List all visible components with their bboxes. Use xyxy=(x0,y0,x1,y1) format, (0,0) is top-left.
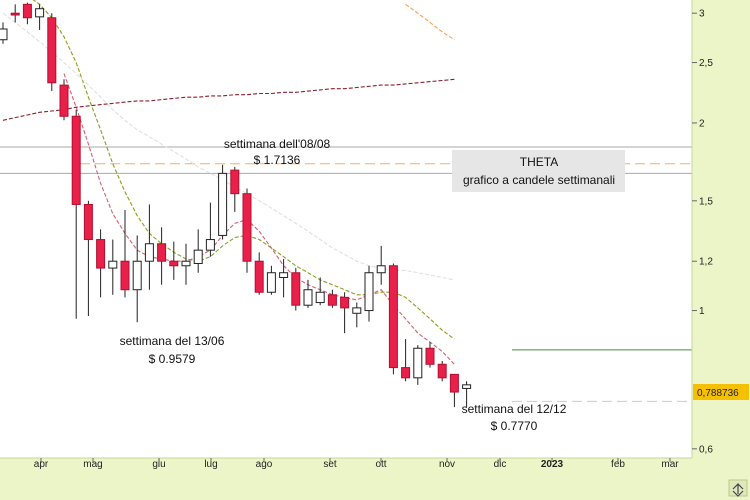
x-tick-label-10: feb xyxy=(611,459,625,470)
candle-body-4 xyxy=(47,17,57,84)
candle-body-21 xyxy=(254,260,264,293)
x-tick-label-0: apr xyxy=(34,459,49,470)
y-tick-label-4: 2 xyxy=(699,118,705,129)
candle-body-2 xyxy=(22,3,32,19)
y-tick-label-3: 1,5 xyxy=(699,196,713,207)
annotations: settimana dell'08/08 $ 1.7136 settimana … xyxy=(120,137,567,433)
corner-buttons xyxy=(728,479,748,497)
last-price-marker: 0,788736 xyxy=(693,384,749,400)
x-tick-label-11: mar xyxy=(661,459,679,470)
x-tick-label-5: set xyxy=(323,459,337,470)
candle-body-5 xyxy=(59,84,69,117)
candle-body-19 xyxy=(230,169,240,195)
candle-body-10 xyxy=(120,260,130,291)
y-tick-label-1: 1 xyxy=(699,306,705,317)
legend-background xyxy=(452,150,625,192)
candle-body-6 xyxy=(71,115,81,205)
candle-body-35 xyxy=(425,347,435,365)
candle-body-9 xyxy=(108,260,118,269)
candles xyxy=(0,2,472,408)
candle-body-16 xyxy=(193,249,203,264)
candle-body-11 xyxy=(132,260,142,291)
y-axis-background xyxy=(692,0,750,458)
moving-average-4 xyxy=(2,78,455,121)
y-tick-label-2: 1,2 xyxy=(699,257,713,268)
x-axis-background xyxy=(0,458,750,500)
y-tick-label-0: 0,6 xyxy=(699,444,713,455)
x-tick-label-8: dic xyxy=(494,459,507,470)
candle-body-34 xyxy=(413,347,423,379)
candle-body-12 xyxy=(144,243,154,262)
candle-body-0 xyxy=(0,28,8,41)
annotation-low-date: settimana del 13/06 xyxy=(120,334,225,348)
candle-body-3 xyxy=(35,8,45,18)
annotation-high-price: $ 1.7136 xyxy=(254,153,301,167)
y-tick-label-6: 3 xyxy=(699,9,705,20)
candle-body-31 xyxy=(376,265,386,274)
y-tick-label-5: 2,5 xyxy=(699,58,713,69)
candle-body-30 xyxy=(364,272,374,312)
x-tick-label-9: 2023 xyxy=(541,459,564,470)
candle-body-25 xyxy=(303,289,313,306)
x-tick-label-3: lug xyxy=(204,459,217,470)
x-axis-ticks: apr mag giu lug ago set ott nov dic 2023 feb mar xyxy=(34,458,679,470)
legend-box: THETA grafico a candele settimanali xyxy=(452,150,625,192)
chart-title: THETA xyxy=(520,155,558,169)
moving-average-3 xyxy=(405,3,455,41)
x-tick-label-2: giu xyxy=(152,459,165,470)
vertical-resize-icon xyxy=(732,483,744,497)
annotation-last-price: $ 0.7770 xyxy=(491,419,538,433)
candle-body-38 xyxy=(462,384,472,389)
candle-body-37 xyxy=(449,373,459,393)
annotation-high-date: settimana dell'08/08 xyxy=(224,137,331,151)
candle-body-1 xyxy=(10,12,20,16)
annotation-low-price: $ 0.9579 xyxy=(149,352,196,366)
x-tick-label-1: mag xyxy=(83,459,102,470)
moving-average-0 xyxy=(32,0,455,340)
candle-body-28 xyxy=(340,296,350,309)
y-axis-ticks: 0,6 1 1,2 1,5 2 2,5 3 xyxy=(692,9,713,455)
annotation-last-date: settimana del 12/12 xyxy=(462,402,567,416)
candle-body-29 xyxy=(352,307,362,314)
candle-body-20 xyxy=(242,193,252,262)
x-tick-label-4: ago xyxy=(256,459,273,470)
candle-body-8 xyxy=(96,239,106,269)
candle-body-14 xyxy=(169,260,179,267)
y-axis-panel xyxy=(691,0,750,458)
candle-body-33 xyxy=(401,367,411,379)
candle-body-13 xyxy=(157,243,167,262)
candle-body-36 xyxy=(437,363,447,379)
x-axis-panel xyxy=(0,457,750,500)
last-price-box xyxy=(693,384,749,400)
x-tick-label-7: nov xyxy=(439,459,455,470)
last-price-label: 0,788736 xyxy=(697,388,739,399)
candle-body-17 xyxy=(205,239,215,251)
candle-body-22 xyxy=(266,272,276,293)
chart-subtitle: grafico a candele settimanali xyxy=(463,173,615,187)
candle-body-32 xyxy=(388,265,398,369)
candle-body-15 xyxy=(181,260,191,267)
candle-body-7 xyxy=(83,203,93,241)
candle-body-26 xyxy=(315,291,325,304)
candle-body-24 xyxy=(291,272,301,306)
candle-body-18 xyxy=(218,172,228,236)
x-tick-label-6: ott xyxy=(375,459,386,470)
candle-body-23 xyxy=(279,272,289,278)
candle-body-27 xyxy=(327,294,337,306)
